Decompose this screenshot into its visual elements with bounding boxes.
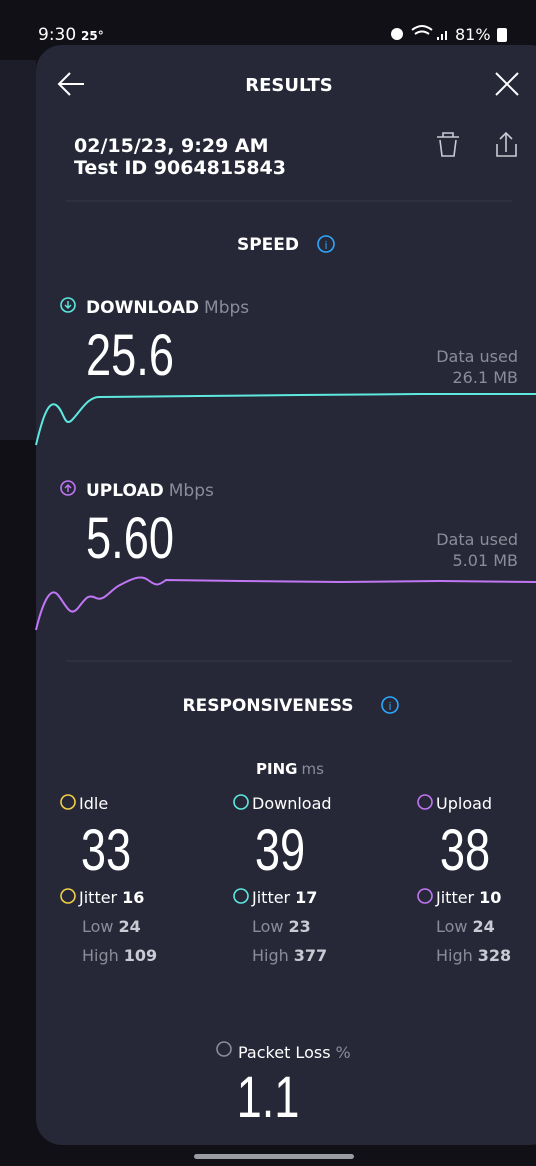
page: 9:30 25° 81% RESULTS 02/15/23, 9:29 AM T… [0, 0, 536, 1166]
ping-column-label: Idle [79, 794, 108, 813]
low-label: Low [82, 917, 114, 936]
alarm-icon [391, 28, 403, 40]
low-label: Low [252, 917, 284, 936]
speed-title: SPEED [237, 235, 299, 255]
battery-icon [497, 28, 507, 42]
upload-unit: Mbps [169, 481, 214, 501]
high-value: 377 [294, 946, 327, 965]
download-data-used-label: Data used [436, 347, 518, 366]
upload-value: 5.60 [86, 507, 174, 572]
ping-column-label: Download [252, 794, 332, 813]
high-value: 328 [478, 946, 511, 965]
results-panel [36, 45, 536, 1145]
download-label: DOWNLOAD [86, 298, 199, 318]
upload-label: UPLOAD [86, 481, 164, 501]
jitter-label: Jitter [251, 888, 291, 907]
high-label: High [252, 946, 289, 965]
packet-loss-unit: % [336, 1043, 351, 1062]
status-temperature: 25° [81, 29, 104, 43]
jitter-value: 10 [479, 888, 501, 907]
low-label: Low [436, 917, 468, 936]
packet-loss-value: 1.1 [237, 1066, 300, 1131]
ping-column-label: Upload [436, 794, 492, 813]
download-unit: Mbps [204, 298, 249, 318]
download-value: 25.6 [86, 324, 174, 389]
home-indicator[interactable] [194, 1154, 354, 1159]
low-line: Low 24 [82, 917, 141, 936]
low-line: Low 24 [436, 917, 495, 936]
jitter-value: 16 [122, 888, 144, 907]
upload-data-used: 5.01 MB [453, 551, 519, 570]
status-time: 9:30 [38, 25, 76, 45]
ping-label: PING [256, 760, 297, 778]
test-id: Test ID 9064815843 [74, 157, 286, 179]
info-glyph: i [388, 700, 391, 713]
high-value: 109 [124, 946, 157, 965]
low-value: 24 [119, 917, 141, 936]
low-value: 23 [289, 917, 311, 936]
jitter-label: Jitter [435, 888, 475, 907]
behind-panel [0, 60, 36, 440]
ping-value: 39 [255, 819, 305, 884]
packet-loss-label: Packet Loss [238, 1043, 331, 1062]
jitter-label: Jitter [78, 888, 118, 907]
responsiveness-title: RESPONSIVENESS [183, 696, 354, 716]
ping-heading: PING ms [256, 760, 324, 778]
download-data-used: 26.1 MB [453, 368, 519, 387]
info-glyph: i [324, 239, 327, 252]
jitter-value: 17 [295, 888, 317, 907]
test-datetime: 02/15/23, 9:29 AM [74, 135, 269, 157]
low-line: Low 23 [252, 917, 311, 936]
low-value: 24 [473, 917, 495, 936]
header-title: RESULTS [245, 75, 332, 96]
screen: 9:30 25° 81% RESULTS 02/15/23, 9:29 AM T… [0, 0, 536, 1166]
upload-data-used-label: Data used [436, 530, 518, 549]
high-label: High [436, 946, 473, 965]
ping-value: 38 [440, 819, 490, 884]
high-label: High [82, 946, 119, 965]
ping-value: 33 [81, 819, 131, 884]
status-battery: 81% [455, 25, 491, 44]
ping-unit: ms [302, 760, 325, 778]
